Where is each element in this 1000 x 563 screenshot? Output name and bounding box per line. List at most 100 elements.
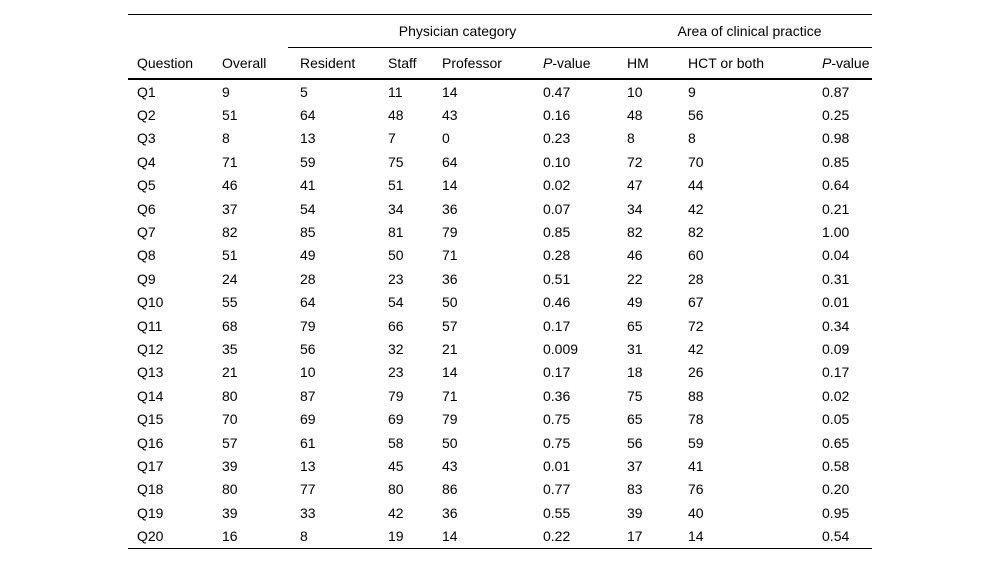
value-cell: 39 — [222, 504, 238, 521]
value-cell: 50 — [442, 434, 458, 451]
table-row: Q5 46 41 51 14 0.02 47 44 0.64 — [128, 174, 872, 197]
table-row: Q9 24 28 23 36 0.51 22 28 0.31 — [128, 267, 872, 290]
group-header-area-clinical-practice: Area of clinical practice — [627, 14, 873, 48]
value-cell: 11 — [388, 83, 403, 100]
value-cell: 59 — [688, 434, 704, 451]
value-cell: 60 — [688, 247, 704, 264]
group-header-spacer — [128, 14, 288, 48]
value-cell: 39 — [627, 504, 643, 521]
value-cell: 10 — [300, 364, 316, 381]
table-row: Q17 39 13 45 43 0.01 37 41 0.58 — [128, 454, 872, 477]
value-cell: 68 — [222, 317, 238, 334]
table-row: Q8 51 49 50 71 0.28 46 60 0.04 — [128, 244, 872, 267]
value-cell: 32 — [388, 340, 404, 357]
value-cell: 0.02 — [543, 177, 571, 194]
value-cell: 72 — [627, 153, 643, 170]
value-cell: 0.20 — [822, 481, 850, 498]
value-cell: 57 — [222, 434, 238, 451]
value-cell: 0.47 — [543, 83, 571, 100]
question-cell: Q15 — [137, 411, 164, 428]
value-cell: 58 — [388, 434, 404, 451]
table-row: Q1 9 5 11 14 0.47 10 9 0.87 — [128, 79, 872, 103]
value-cell: 56 — [300, 340, 316, 357]
value-cell: 50 — [388, 247, 404, 264]
question-cell: Q7 — [137, 224, 156, 241]
value-cell: 70 — [688, 153, 704, 170]
value-cell: 0.54 — [822, 524, 873, 549]
value-cell: 0.55 — [543, 504, 571, 521]
question-cell: Q5 — [137, 177, 156, 194]
value-cell: 72 — [688, 317, 704, 334]
value-cell: 80 — [222, 387, 238, 404]
value-cell: 47 — [627, 177, 643, 194]
value-cell: 7 — [388, 130, 396, 147]
value-cell: 55 — [222, 294, 238, 311]
value-cell: 37 — [222, 200, 238, 217]
value-cell: 54 — [300, 200, 316, 217]
value-cell: 18 — [627, 364, 643, 381]
value-cell: 0.75 — [543, 434, 571, 451]
value-cell: 41 — [300, 177, 316, 194]
value-cell: 21 — [442, 340, 458, 357]
pvalue-italic-p: P — [822, 55, 832, 71]
value-cell: 40 — [688, 504, 704, 521]
value-cell: 59 — [300, 153, 316, 170]
value-cell: 87 — [300, 387, 316, 404]
value-cell: 37 — [627, 457, 643, 474]
value-cell: 19 — [388, 524, 442, 549]
value-cell: 14 — [442, 364, 458, 381]
value-cell: 51 — [388, 177, 404, 194]
value-cell: 14 — [442, 524, 543, 549]
col-header-hm: HM — [627, 47, 689, 80]
value-cell: 82 — [688, 224, 704, 241]
value-cell: 21 — [222, 364, 238, 381]
value-cell: 14 — [688, 524, 823, 549]
value-cell: 0.05 — [822, 411, 850, 428]
value-cell: 17 — [627, 524, 689, 549]
question-cell: Q16 — [137, 434, 164, 451]
value-cell: 8 — [688, 130, 696, 147]
question-cell: Q10 — [137, 294, 164, 311]
value-cell: 0.22 — [543, 524, 628, 549]
value-cell: 8 — [288, 524, 388, 549]
value-cell: 0.98 — [822, 130, 850, 147]
value-cell: 0.02 — [822, 387, 850, 404]
value-cell: 39 — [222, 457, 238, 474]
value-cell: 88 — [688, 387, 704, 404]
value-cell: 82 — [627, 224, 643, 241]
value-cell: 0.21 — [822, 200, 850, 217]
value-cell: 9 — [688, 83, 696, 100]
value-cell: 35 — [222, 340, 238, 357]
table-body: Q1 9 5 11 14 0.47 10 9 0.87 Q2 51 64 48 43 0.16 48 56 0.2… — [128, 79, 873, 549]
value-cell: 0.85 — [543, 224, 571, 241]
value-cell: 50 — [442, 294, 458, 311]
question-cell: Q12 — [137, 340, 164, 357]
col-header-staff: Staff — [388, 47, 442, 80]
value-cell: 67 — [688, 294, 704, 311]
value-cell: 8 — [222, 130, 230, 147]
value-cell: 0.07 — [543, 200, 571, 217]
value-cell: 0.64 — [822, 177, 850, 194]
table-row: Q7 82 85 81 79 0.85 82 82 1.00 — [128, 220, 872, 243]
table-row: Q10 55 64 54 50 0.46 49 67 0.01 — [128, 291, 872, 314]
value-cell: 71 — [442, 387, 458, 404]
question-cell: Q9 — [137, 270, 156, 287]
table-row: Q16 57 61 58 50 0.75 56 59 0.65 — [128, 431, 872, 454]
value-cell: 0.87 — [822, 83, 850, 100]
value-cell: 0.34 — [822, 317, 850, 334]
value-cell: 45 — [388, 457, 404, 474]
col-header-overall: Overall — [222, 47, 288, 80]
value-cell: 43 — [442, 107, 458, 124]
group-header-row: Physician category Area of clinical prac… — [128, 14, 873, 48]
value-cell: 41 — [688, 457, 704, 474]
value-cell: 36 — [442, 504, 458, 521]
value-cell: 0.16 — [543, 107, 571, 124]
value-cell: 79 — [300, 317, 316, 334]
value-cell: 0.51 — [543, 270, 571, 287]
question-cell: Q8 — [137, 247, 156, 264]
table-row: Q11 68 79 66 57 0.17 65 72 0.34 — [128, 314, 872, 337]
value-cell: 0.17 — [822, 364, 850, 381]
value-cell: 80 — [222, 481, 238, 498]
value-cell: 13 — [300, 130, 316, 147]
value-cell: 0.01 — [822, 294, 850, 311]
